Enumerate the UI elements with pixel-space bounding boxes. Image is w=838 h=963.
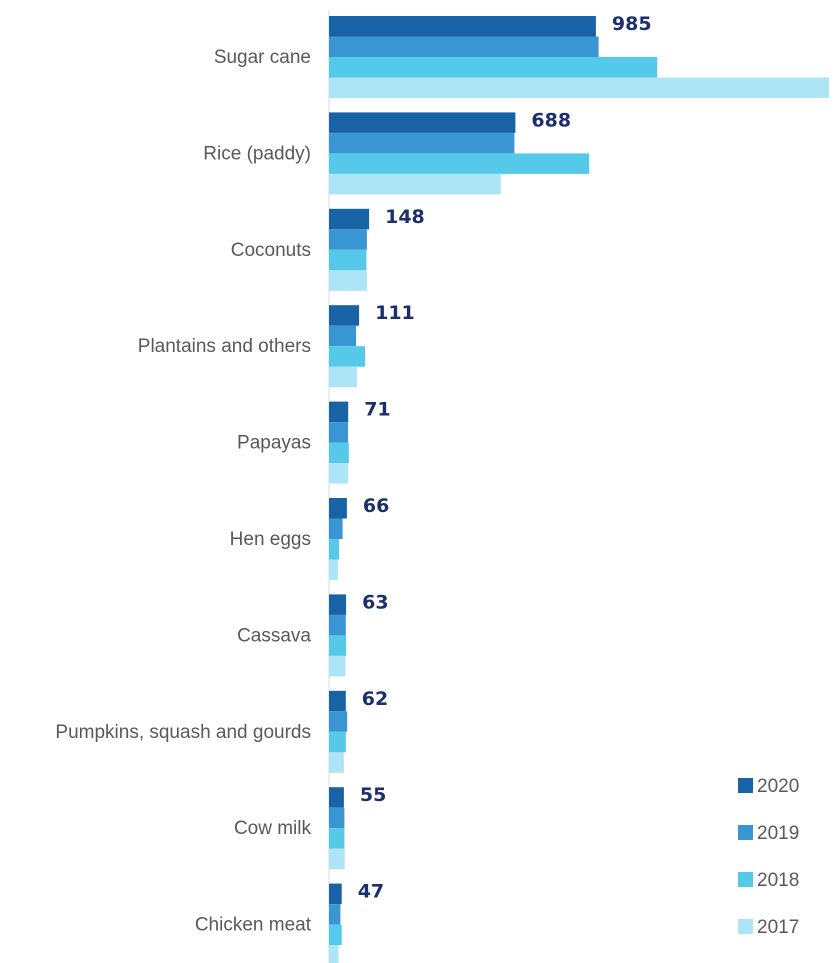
- bar-2018-2: [329, 249, 367, 271]
- data-labels: 985 688 148 111 71 66 63 62 55 47: [358, 13, 652, 903]
- bar-2017-0: [329, 77, 829, 98]
- bar-2020-7: [329, 690, 346, 712]
- bars-group: [329, 16, 829, 963]
- bar-2018-0: [329, 57, 658, 78]
- data-label: 688: [531, 109, 571, 131]
- bar-2019-4: [329, 422, 348, 443]
- data-label: 985: [612, 13, 652, 35]
- bar-2019-9: [329, 904, 341, 925]
- bar-2017-3: [329, 366, 357, 388]
- bar-2018-4: [329, 442, 349, 464]
- legend-swatch-2017: [738, 919, 753, 934]
- data-label: 63: [362, 591, 388, 613]
- bar-2017-9: [329, 945, 339, 963]
- bar-2019-0: [329, 36, 599, 57]
- bar-2019-1: [329, 132, 515, 154]
- category-labels: Sugar cane Rice (paddy) Coconuts Plantains …: [55, 47, 311, 936]
- category-label: Sugar cane: [214, 47, 311, 68]
- bar-2020-8: [329, 787, 344, 808]
- bar-2018-6: [329, 635, 347, 656]
- category-label: Coconuts: [231, 240, 311, 261]
- bar-2019-3: [329, 325, 357, 347]
- category-label: Pumpkins, squash and gourds: [55, 722, 311, 743]
- bar-2019-7: [329, 711, 348, 732]
- legend: 2020 2019 2018 2017: [738, 776, 799, 938]
- category-label: Rice (paddy): [203, 143, 311, 164]
- data-label: 148: [385, 206, 425, 228]
- bar-2020-5: [329, 498, 347, 519]
- legend-swatch-2020: [738, 778, 753, 793]
- bar-2020-2: [329, 208, 370, 230]
- data-label: 66: [363, 495, 389, 517]
- bar-2018-1: [329, 153, 590, 174]
- bar-2020-3: [329, 305, 360, 326]
- bar-2017-8: [329, 848, 345, 870]
- data-label: 47: [358, 881, 384, 903]
- bar-2017-1: [329, 173, 501, 195]
- data-label: 62: [362, 688, 388, 710]
- bar-2020-1: [329, 112, 516, 133]
- category-label: Chicken meat: [195, 915, 312, 936]
- bar-2020-0: [329, 16, 596, 37]
- bar-2018-7: [329, 731, 346, 753]
- data-label: 55: [360, 784, 386, 806]
- bar-2019-5: [329, 518, 343, 539]
- bar-2017-4: [329, 463, 349, 484]
- bar-2019-8: [329, 807, 345, 829]
- bar-2017-7: [329, 752, 344, 773]
- bar-2017-6: [329, 655, 346, 677]
- bar-2018-3: [329, 346, 365, 367]
- category-label: Papayas: [237, 433, 311, 454]
- data-label: 111: [375, 302, 415, 324]
- bar-2018-9: [329, 924, 342, 946]
- bar-2017-5: [329, 559, 338, 580]
- bar-2017-2: [329, 270, 367, 291]
- bar-2020-4: [329, 401, 349, 423]
- bar-2020-6: [329, 594, 347, 615]
- data-label: 71: [364, 399, 390, 421]
- legend-label-2017: 2017: [757, 917, 799, 938]
- bar-2019-6: [329, 614, 346, 636]
- category-label: Cow milk: [234, 818, 312, 839]
- bar-2018-5: [329, 539, 339, 560]
- bar-2018-8: [329, 828, 345, 849]
- bar-2019-2: [329, 229, 367, 250]
- category-label: Plantains and others: [138, 336, 311, 357]
- legend-label-2019: 2019: [757, 823, 799, 844]
- bar-2020-9: [329, 883, 342, 905]
- legend-label-2020: 2020: [757, 776, 799, 797]
- category-label: Hen eggs: [230, 529, 311, 550]
- legend-swatch-2019: [738, 825, 753, 840]
- legend-swatch-2018: [738, 872, 753, 887]
- legend-label-2018: 2018: [757, 870, 799, 891]
- category-label: Cassava: [237, 625, 311, 646]
